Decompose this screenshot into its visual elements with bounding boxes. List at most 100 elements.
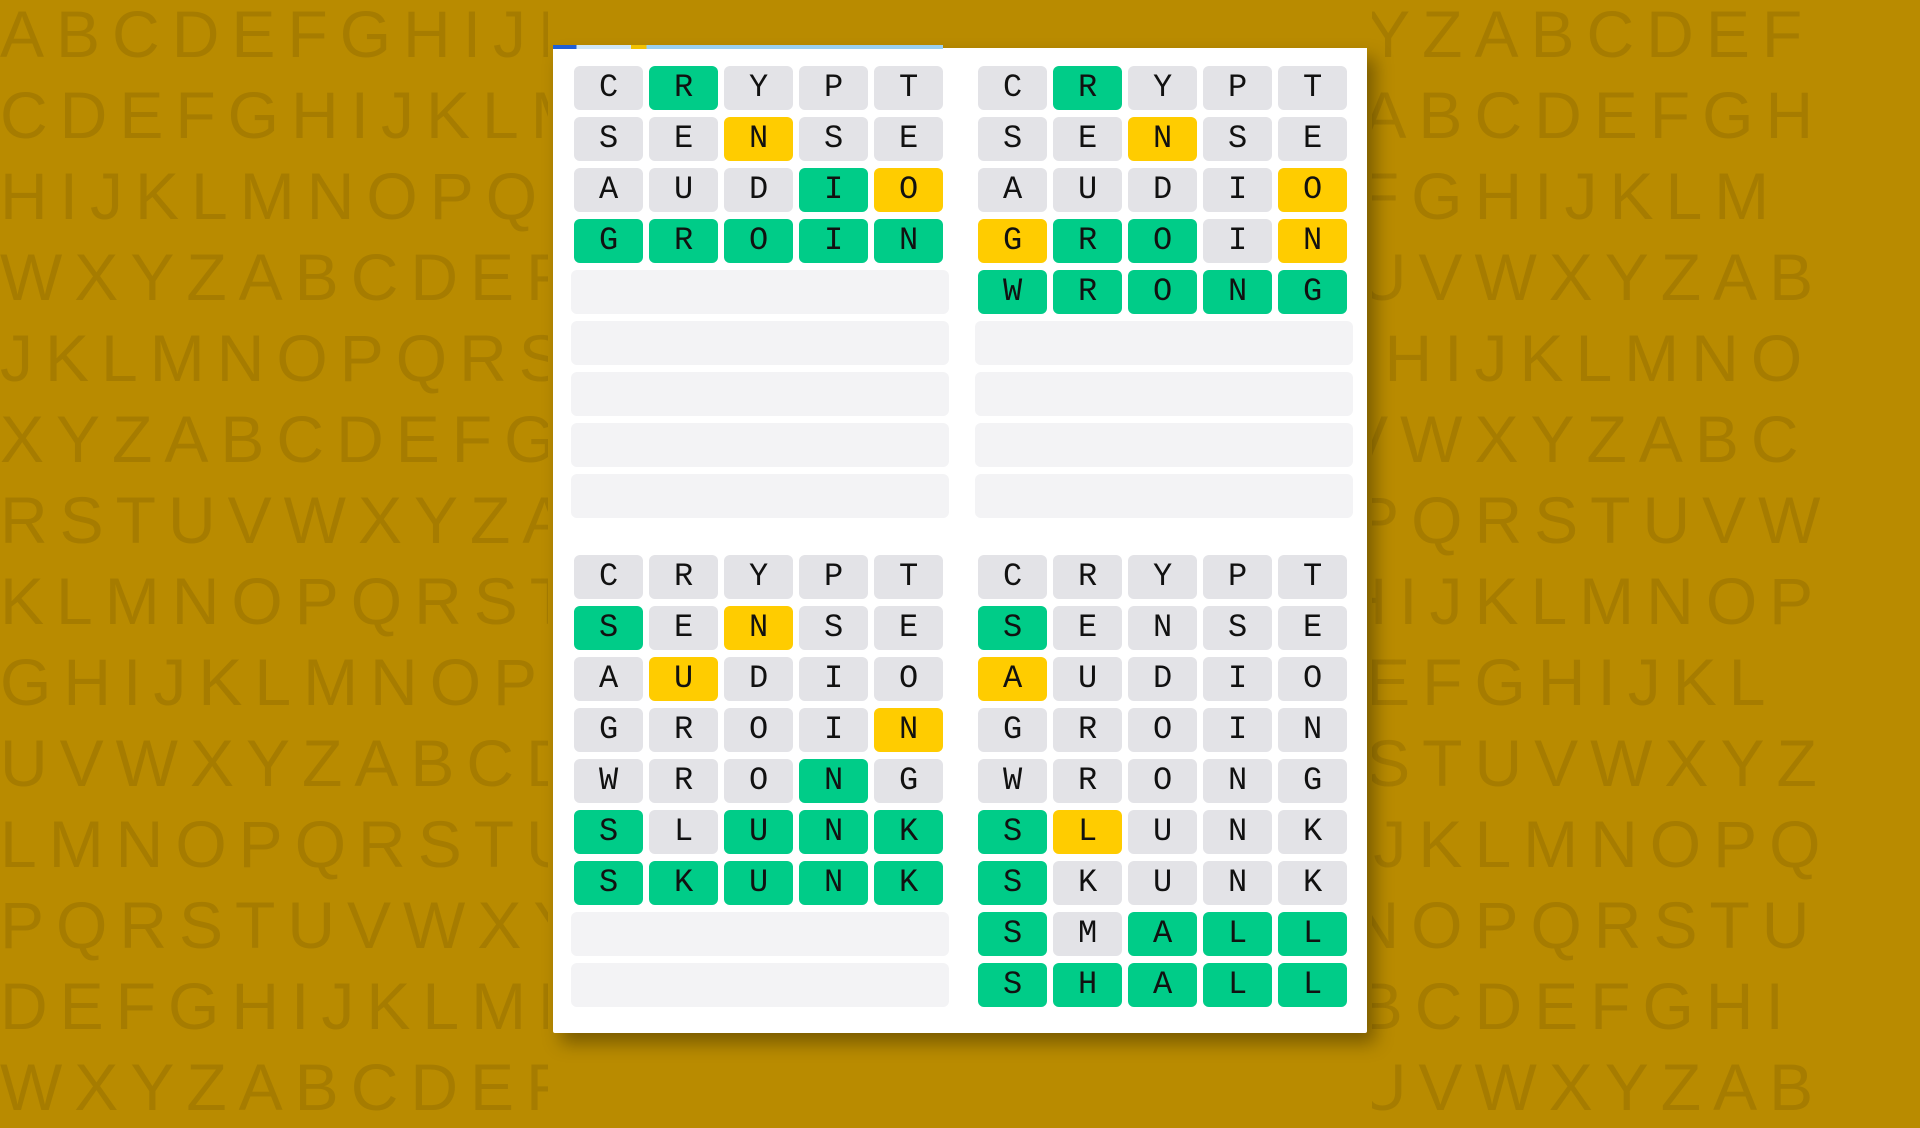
background-letter-row-left: CDEFGHIJKLMNOPQRSTUVWXYZABCDEFGH xyxy=(0,78,548,152)
letter-tile-absent xyxy=(1203,66,1272,110)
guess-row: SENSE xyxy=(978,606,1350,650)
letter-tile-present xyxy=(874,168,943,212)
background-letter-row-right: DEFGHIJKLMNOPQRSTUVWXYZABCDEFGHI xyxy=(1372,969,1796,1043)
letter-tile-absent xyxy=(1128,657,1197,701)
letter-tile-absent xyxy=(649,708,718,752)
background-letter-row-right: KLMNOPQRSTUVWXYZABCDEFGHIJKLMNOP xyxy=(1372,564,1826,638)
background-letter-row-left: WXYZABCDEFGHIJKLMNOPQRSTUVWXYZAB xyxy=(0,240,548,314)
letter-tile-absent xyxy=(978,555,1047,599)
letter-tile-correct xyxy=(1053,66,1122,110)
letter-tile-absent xyxy=(978,66,1047,110)
guess-word: AUDIO xyxy=(1003,660,1379,697)
letter-tile-absent xyxy=(1278,810,1347,854)
guess-row: GROIN xyxy=(978,708,1350,752)
letter-tile-correct xyxy=(1128,270,1197,314)
background-letter-row-left: ABCDEFGHIJKLMNOPQRSTUVWXYZABCDEF xyxy=(0,0,548,71)
background-letter-row-left: WXYZABCDEFGHIJKLMNOPQRSTUVWXYZAB xyxy=(0,1050,548,1124)
guess-word: SENSE xyxy=(1003,609,1379,646)
letter-tile-absent xyxy=(799,555,868,599)
guess-word: SMALL xyxy=(1003,915,1379,952)
letter-tile-absent xyxy=(874,657,943,701)
letter-tile-absent xyxy=(799,606,868,650)
letter-tile-absent xyxy=(1203,861,1272,905)
letter-tile-present xyxy=(978,219,1047,263)
guess-word: CRYPT xyxy=(1003,558,1379,595)
guess-row: WRONG xyxy=(574,759,946,803)
letter-tile-absent xyxy=(574,708,643,752)
letter-tile-correct xyxy=(1278,912,1347,956)
background-letter-row-left: JKLMNOPQRSTUVWXYZABCDEFGHIJKLMNO xyxy=(0,321,548,395)
guess-word: SKUNK xyxy=(1003,864,1379,901)
empty-guess-row xyxy=(571,474,949,518)
letter-tile-absent xyxy=(1128,606,1197,650)
letter-tile-absent xyxy=(649,606,718,650)
letter-tile-absent xyxy=(574,759,643,803)
empty-guess-row xyxy=(975,474,1353,518)
background-letter-row-left: PQRSTUVWXYZABCDEFGHIJKLMNOPQRSTU xyxy=(0,888,548,962)
guess-word: SENSE xyxy=(1003,120,1379,157)
letter-tile-absent xyxy=(978,117,1047,161)
guess-word: GROIN xyxy=(1003,711,1379,748)
letter-tile-correct xyxy=(1278,963,1347,1007)
background-letter-row-right: PQRSTUVWXYZABCDEFGHIJKLMNOPQRSTU xyxy=(1372,888,1822,962)
guess-row: CRYPT xyxy=(574,66,946,110)
background-letter-row-right: WXYZABCDEFGHIJKLMNOPQRSTUVWXYZAB xyxy=(1372,1050,1826,1124)
guess-word: CRYPT xyxy=(599,69,975,106)
letter-tile-absent xyxy=(1278,708,1347,752)
guess-word: GROIN xyxy=(1003,222,1379,259)
guess-row: AUDIO xyxy=(574,168,946,212)
letter-tile-absent xyxy=(874,66,943,110)
letter-tile-absent xyxy=(874,606,943,650)
letter-tile-absent xyxy=(724,555,793,599)
letter-tile-present xyxy=(1053,810,1122,854)
guess-word: SLUNK xyxy=(1003,813,1379,850)
background-letter-row-right: JKLMNOPQRSTUVWXYZABCDEFGHIJKLMNO xyxy=(1372,321,1815,395)
letter-tile-correct xyxy=(874,810,943,854)
letter-tile-correct xyxy=(1128,219,1197,263)
letter-tile-absent xyxy=(1203,657,1272,701)
letter-tile-absent xyxy=(978,708,1047,752)
letter-tile-absent xyxy=(1203,606,1272,650)
guess-row: SHALL xyxy=(978,963,1350,1007)
background-letter-row-right: UVWXYZABCDEFGHIJKLMNOPQRSTUVWXYZ xyxy=(1372,726,1829,800)
letter-tile-absent xyxy=(1128,708,1197,752)
guess-word: WRONG xyxy=(1003,273,1379,310)
letter-tile-absent xyxy=(799,657,868,701)
empty-guess-row xyxy=(975,423,1353,467)
letter-tile-correct xyxy=(724,810,793,854)
letter-tile-correct xyxy=(724,861,793,905)
letter-tile-absent xyxy=(1278,555,1347,599)
letter-tile-absent xyxy=(574,168,643,212)
letter-tile-correct xyxy=(1128,912,1197,956)
letter-tile-present xyxy=(1278,219,1347,263)
letter-tile-correct xyxy=(724,219,793,263)
guess-row: SLUNK xyxy=(978,810,1350,854)
letter-tile-correct xyxy=(799,759,868,803)
letter-tile-absent xyxy=(724,708,793,752)
letter-tile-absent xyxy=(1278,759,1347,803)
empty-guess-row xyxy=(571,321,949,365)
letter-tile-absent xyxy=(874,555,943,599)
guess-row: SLUNK xyxy=(574,810,946,854)
guess-row: GROIN xyxy=(978,219,1350,263)
empty-guess-row xyxy=(571,423,949,467)
empty-guess-row xyxy=(975,321,1353,365)
letter-tile-absent xyxy=(799,66,868,110)
letter-tile-absent xyxy=(1278,861,1347,905)
letter-tile-absent xyxy=(1053,606,1122,650)
letter-tile-correct xyxy=(799,168,868,212)
empty-guess-row xyxy=(571,912,949,956)
guess-row: CRYPT xyxy=(978,555,1350,599)
letter-tile-present xyxy=(978,657,1047,701)
letter-tile-correct xyxy=(574,810,643,854)
background-letter-row-left: UVWXYZABCDEFGHIJKLMNOPQRSTUVWXYZ xyxy=(0,726,548,800)
letter-tile-present xyxy=(874,708,943,752)
letter-tile-absent xyxy=(1128,168,1197,212)
letter-tile-correct xyxy=(978,861,1047,905)
letter-tile-absent xyxy=(874,759,943,803)
letter-tile-absent xyxy=(1128,66,1197,110)
letter-tile-present xyxy=(724,117,793,161)
letter-tile-correct xyxy=(574,219,643,263)
letter-tile-absent xyxy=(874,117,943,161)
letter-tile-absent xyxy=(1278,117,1347,161)
